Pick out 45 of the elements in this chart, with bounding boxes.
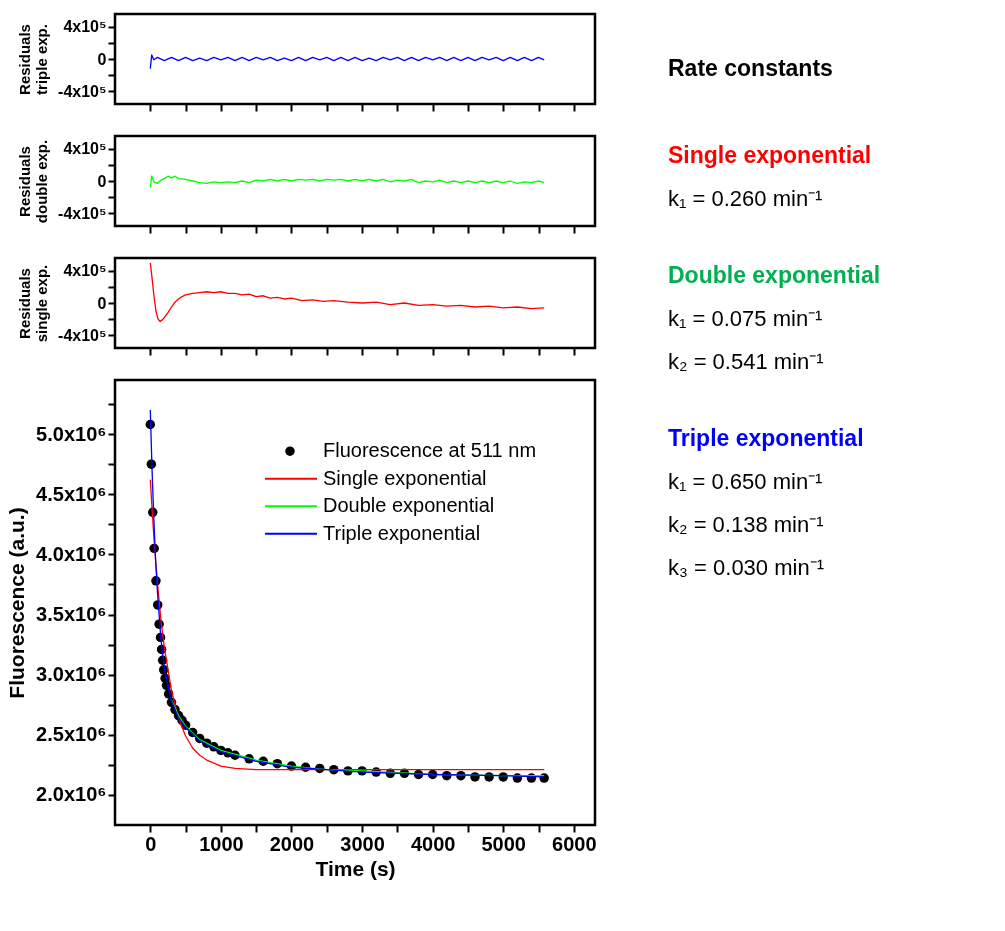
line-series: [149, 262, 545, 323]
text: k₁ = 0.650 min⁻¹: [668, 469, 823, 494]
y-axis-title: Residuals triple exp.: [16, 24, 51, 95]
legend-label: Double exponential: [323, 494, 495, 517]
text: k₂ = 0.138 min⁻¹: [668, 512, 824, 537]
y-tick-label: 2.0x10⁶: [36, 783, 107, 806]
y-tick-label: 2.5x10⁶: [36, 723, 107, 746]
x-tick-label: 1000: [199, 832, 244, 855]
legend-label: Triple exponential: [323, 521, 481, 544]
x-tick-label: 2000: [269, 832, 315, 855]
y-tick-label: 0: [97, 294, 107, 312]
text: k₃ = 0.030 min⁻¹: [668, 555, 824, 580]
text: k₁ = 0.260 min⁻¹: [668, 186, 823, 211]
text: k₁ = 0.075 min⁻¹: [668, 306, 823, 331]
legend-label: Fluorescence at 511 nm: [323, 439, 537, 462]
y-axis-title: Residuals double exp.: [16, 139, 51, 224]
x-axis-title: Time (s): [315, 856, 396, 880]
text: Double exponential: [668, 262, 881, 288]
y-tick-label: 4x10⁵: [63, 262, 107, 280]
y-tick-label: 4x10⁵: [63, 18, 107, 36]
y-tick-label: 0: [97, 172, 107, 190]
legend-label: Single exponential: [323, 466, 487, 489]
text: Rate constants: [668, 55, 833, 81]
x-tick-label: 5000: [481, 832, 526, 855]
x-tick-label: 0: [145, 832, 157, 855]
y-axis-title: Fluorescence (a.u.): [5, 507, 29, 699]
y-tick-label: 4.5x10⁶: [36, 482, 107, 505]
y-tick-label: -4x10⁵: [58, 82, 107, 100]
y-tick-label: 4x10⁵: [63, 140, 107, 158]
x-tick-label: 6000: [552, 832, 597, 855]
line-series: [149, 175, 545, 189]
text: k₂ = 0.541 min⁻¹: [668, 349, 824, 374]
y-tick-label: -4x10⁵: [58, 326, 107, 344]
y-tick-label: 4.0x10⁶: [36, 542, 107, 565]
y-tick-label: 5.0x10⁶: [36, 422, 107, 445]
x-tick-label: 4000: [410, 832, 456, 855]
line-series: [149, 54, 545, 70]
text: Single exponential: [668, 142, 872, 168]
y-axis-title: Residuals single exp.: [16, 264, 51, 343]
y-tick-label: 3.5x10⁶: [36, 603, 107, 626]
x-tick-label: 3000: [340, 832, 385, 855]
y-tick-label: -4x10⁵: [58, 204, 107, 222]
y-tick-label: 3.0x10⁶: [36, 663, 107, 686]
y-tick-label: 0: [97, 50, 107, 68]
text: Triple exponential: [668, 425, 864, 451]
